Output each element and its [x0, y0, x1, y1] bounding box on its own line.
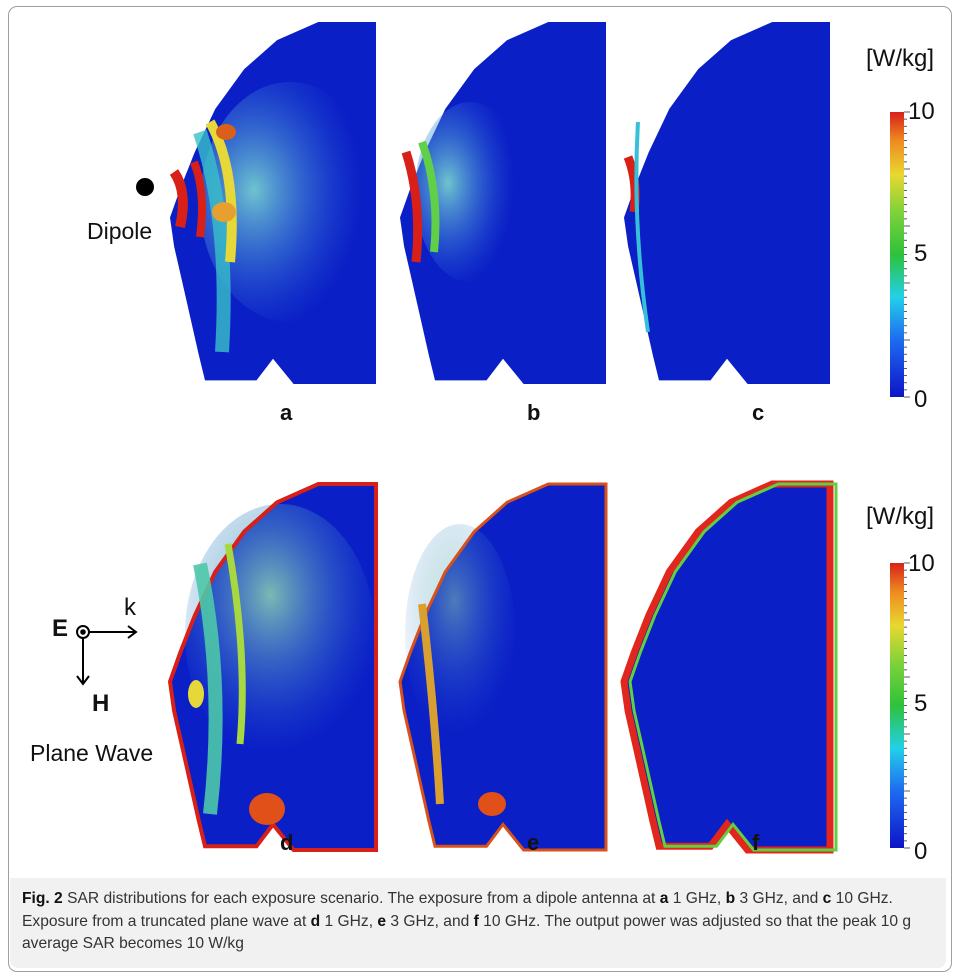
sar-map-a-hotspot: [216, 124, 236, 140]
colorbar-bottom-gradient: [890, 563, 904, 848]
colorbar-bottom-min: 0: [914, 838, 928, 865]
panel-label-e: e: [527, 830, 540, 855]
sar-map-d-layer: [224, 543, 246, 745]
caption-panel-ref: f: [473, 912, 479, 930]
sar-map-d-hotspot: [188, 680, 204, 708]
caption-segment: SAR distributions for each exposure scen…: [62, 890, 660, 907]
k-vector-label: k: [124, 594, 136, 621]
sar-map-d-hotspot: [249, 793, 285, 825]
dipole-marker-icon: [136, 178, 154, 196]
sar-map-e-layer: [418, 603, 444, 805]
h-field-label: H: [92, 690, 110, 717]
sar-map-e-edge: [398, 482, 608, 852]
sar-map-a-hotspot: [212, 202, 236, 222]
caption-segment: 1 GHz,: [320, 912, 378, 930]
sar-map-c: [624, 22, 830, 384]
e-field-label: E: [52, 615, 69, 642]
caption-segment: 3 GHz, and: [735, 890, 823, 907]
panel-label-f: f: [752, 830, 760, 855]
caption-segment: 10 GHz. The output power was adjusted so…: [22, 912, 912, 953]
panel-label-b: b: [527, 400, 541, 425]
caption-segment: 3 GHz, and: [386, 912, 474, 930]
caption-panel-ref: e: [377, 912, 387, 930]
sar-map-f-edge: [628, 482, 838, 852]
sar-map-b-hotspot: [401, 150, 423, 263]
sar-map-b-glow: [415, 102, 525, 282]
caption-panel-ref: a: [659, 890, 669, 907]
colorbar-bottom: [890, 562, 910, 849]
figure-caption: Fig. 2 SAR distributions for each exposu…: [22, 888, 937, 956]
panel-label-a: a: [280, 400, 293, 425]
colorbar-top-unit: [W/kg]: [866, 45, 935, 72]
figure-frame: [8, 6, 952, 972]
caption-segment: 10 GHz. Exposure from a truncated plane …: [22, 890, 893, 930]
sar-map-a-layer: [193, 129, 231, 353]
sar-map-d-edge: [167, 482, 378, 852]
caption-segment: 1 GHz,: [668, 890, 726, 907]
colorbar-top-gradient: [890, 112, 904, 397]
colorbar-top-max: 10: [908, 98, 935, 125]
sar-map-f: [624, 484, 830, 850]
sar-map-a-hotspot: [190, 160, 206, 238]
sar-map-e-hotspot: [478, 792, 506, 816]
caption-panel-ref: d: [310, 912, 321, 930]
sar-map-d-layer: [193, 562, 223, 815]
colorbar-top: [890, 111, 910, 398]
panel-label-c: c: [752, 400, 765, 425]
plane-wave-label: Plane Wave: [30, 740, 154, 766]
dipole-label: Dipole: [87, 218, 153, 244]
sar-map-a-layer: [205, 119, 237, 263]
sar-map-b-layer: [418, 140, 440, 253]
caption-text: SAR distributions for each exposure scen…: [22, 890, 911, 952]
caption-panel-ref: c: [822, 890, 832, 907]
colorbar-top-min: 0: [914, 386, 928, 413]
colorbar-top-mid: 5: [914, 240, 928, 267]
sar-figure: [76, 22, 910, 854]
caption-label: Fig. 2: [22, 890, 63, 907]
panel-label-d: d: [280, 830, 294, 855]
plane-wave-axes-icon: [76, 625, 138, 686]
colorbar-bottom-unit: [W/kg]: [866, 503, 935, 530]
colorbar-bottom-max: 10: [908, 550, 935, 577]
sar-map-a-hotspot: [169, 169, 188, 229]
caption-background: [10, 878, 946, 968]
colorbar-bottom-mid: 5: [914, 690, 928, 717]
sar-map-c-edge: [634, 121, 650, 333]
sar-map-a-glow: [200, 82, 380, 322]
caption-panel-ref: b: [725, 890, 736, 907]
